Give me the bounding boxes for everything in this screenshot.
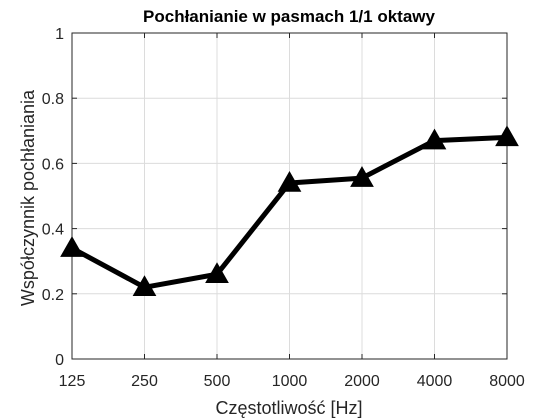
- series: [60, 125, 519, 297]
- x-tick-label: 8000: [489, 373, 525, 390]
- x-tick-label: 250: [131, 373, 158, 390]
- y-tick-label: 0.6: [42, 156, 64, 173]
- data-point-marker: [495, 125, 519, 147]
- ticks: 0 0.2 0.4 0.6 0.8 1 125 250 500 1000 2000 4000 8000: [42, 26, 525, 390]
- data-point-marker: [132, 275, 157, 297]
- y-tick-label: 0: [55, 352, 64, 369]
- y-axis-label: Współczynnik pochłaniania: [18, 89, 38, 306]
- x-tick-label: 1000: [272, 373, 308, 390]
- y-tick-label: 0.8: [42, 91, 64, 108]
- y-tick-label: 0.2: [42, 287, 64, 304]
- y-tick-label: 1: [55, 26, 64, 43]
- x-axis-label: Częstotliwość [Hz]: [215, 398, 362, 418]
- x-tick-label: 4000: [417, 373, 453, 390]
- data-point-marker: [205, 262, 229, 283]
- data-point-marker: [350, 166, 374, 187]
- data-point-marker: [277, 170, 302, 192]
- y-tick-label: 0.4: [42, 222, 64, 239]
- chart-title: Pochłanianie w pasmach 1/1 oktawy: [143, 7, 435, 26]
- x-tick-label: 2000: [344, 373, 380, 390]
- x-tick-label: 125: [59, 373, 86, 390]
- data-point-marker: [60, 236, 84, 257]
- data-point-marker: [422, 128, 447, 150]
- x-tick-label: 500: [204, 373, 231, 390]
